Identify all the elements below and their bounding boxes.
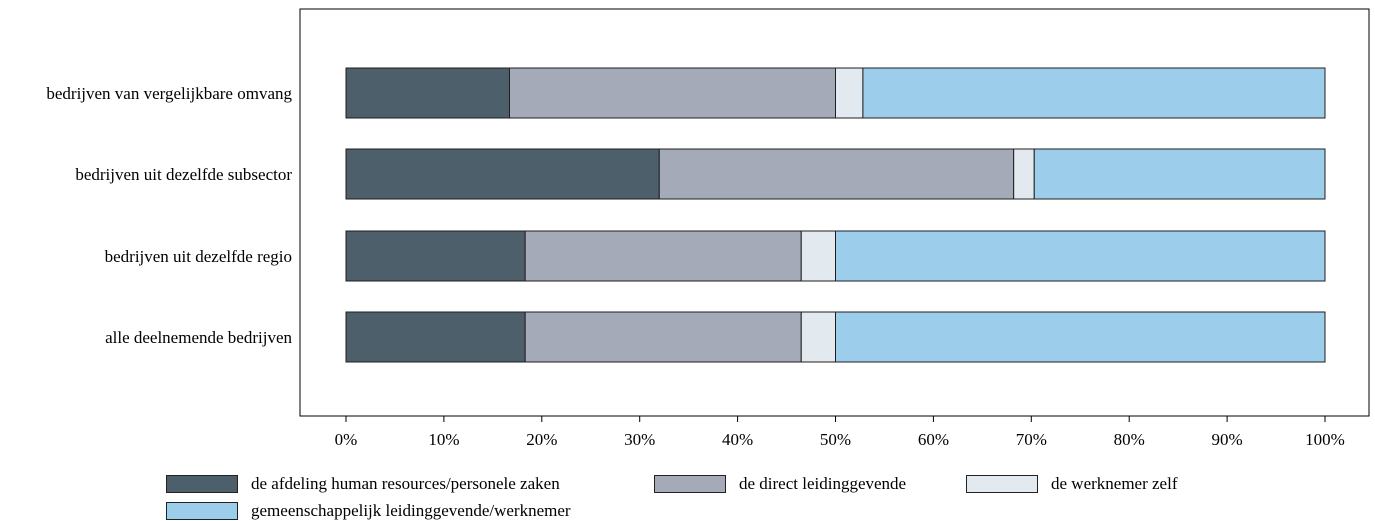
legend-label: de werknemer zelf xyxy=(1051,474,1178,493)
bar-segment-row1-series2 xyxy=(508,67,836,119)
x-axis-ticks-group: 0% 10% 20% 30% 40% 50% 60% 70% 80% 90% 100% xyxy=(335,416,1345,449)
x-tick-label: 100% xyxy=(1305,430,1345,449)
x-tick-label: 40% xyxy=(722,430,753,449)
plot-frame xyxy=(299,8,1370,417)
x-tick-label: 80% xyxy=(1114,430,1145,449)
category-label: bedrijven van vergelijkbare omvang xyxy=(46,84,292,103)
legend-label: gemeenschappelijk leidinggevende/werknem… xyxy=(251,501,571,520)
x-tick-label: 10% xyxy=(428,430,459,449)
legend-swatch xyxy=(654,475,726,493)
legend-swatch xyxy=(966,475,1038,493)
bar-segment-row4-series1 xyxy=(345,311,526,363)
x-tick-label: 60% xyxy=(918,430,949,449)
legend-item: de direct leidinggevende xyxy=(654,474,906,494)
bar-segment-row2-series3 xyxy=(1013,148,1035,200)
bar-segment-row2-series1 xyxy=(345,148,660,200)
bar-segment-row2-series4 xyxy=(1033,148,1326,200)
x-tick-label: 70% xyxy=(1016,430,1047,449)
legend-item: de werknemer zelf xyxy=(966,474,1177,494)
bar-segment-row4-series3 xyxy=(800,311,836,363)
x-tick-label: 30% xyxy=(624,430,655,449)
bar-segment-row4-series4 xyxy=(835,311,1326,363)
bars-group xyxy=(345,67,1326,363)
legend-item: de afdeling human resources/personele za… xyxy=(166,474,560,494)
bar-segment-row1-series4 xyxy=(862,67,1326,119)
bar-segment-row3-series4 xyxy=(835,230,1326,282)
bar-segment-row3-series2 xyxy=(524,230,802,282)
category-label: bedrijven uit dezelfde regio xyxy=(105,247,292,266)
x-tick-label: 0% xyxy=(335,430,358,449)
bar-segment-row1-series1 xyxy=(345,67,510,119)
legend-label: de afdeling human resources/personele za… xyxy=(251,474,560,493)
bar-segment-row1-series3 xyxy=(835,67,864,119)
bar-segment-row3-series1 xyxy=(345,230,526,282)
category-label: alle deelnemende bedrijven xyxy=(105,328,292,347)
x-tick-label: 90% xyxy=(1212,430,1243,449)
legend-swatch xyxy=(166,502,238,520)
bar-segment-row2-series2 xyxy=(658,148,1015,200)
x-tick-label: 20% xyxy=(526,430,557,449)
legend-label: de direct leidinggevende xyxy=(739,474,907,493)
bar-segment-row3-series3 xyxy=(800,230,836,282)
legend-item: gemeenschappelijk leidinggevende/werknem… xyxy=(166,501,571,521)
x-tick-label: 50% xyxy=(820,430,851,449)
bar-segment-row4-series2 xyxy=(524,311,802,363)
category-label: bedrijven uit dezelfde subsector xyxy=(75,165,292,184)
legend-swatch xyxy=(166,475,238,493)
category-labels-group: bedrijven van vergelijkbare omvang bedrij… xyxy=(46,84,292,347)
